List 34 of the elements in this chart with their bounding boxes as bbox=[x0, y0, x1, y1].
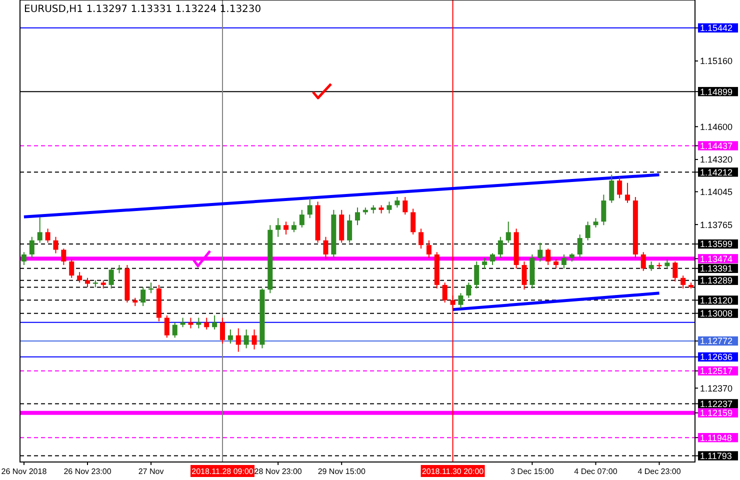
y-tick-label: 1.14437 bbox=[700, 140, 733, 151]
x-tick-label: 2018.11.30 20:00 bbox=[422, 467, 484, 476]
x-tick-label: 29 Nov 15:00 bbox=[318, 467, 366, 476]
y-tick-label: 1.15442 bbox=[700, 23, 733, 34]
x-tick-label: 26 Nov 2018 bbox=[1, 467, 48, 476]
y-tick-label: 1.12159 bbox=[700, 408, 733, 418]
x-tick-label: 26 Nov 23:00 bbox=[64, 467, 112, 476]
y-tick-label: 1.13391 bbox=[700, 264, 733, 274]
y-tick-label: 1.13289 bbox=[700, 276, 733, 286]
y-tick-label: 1.14600 bbox=[700, 122, 733, 132]
y-tick-label: 1.12237 bbox=[700, 398, 733, 409]
x-tick-label: 28 Nov 23:00 bbox=[254, 467, 302, 476]
x-tick-label: 4 Dec 23:00 bbox=[638, 467, 682, 476]
y-tick-label: 1.12772 bbox=[700, 336, 733, 346]
y-tick-label: 1.13474 bbox=[700, 254, 733, 264]
x-tick-label: 4 Dec 07:00 bbox=[574, 467, 618, 476]
y-tick-label: 1.12636 bbox=[700, 352, 733, 362]
x-tick-label: 2018.11.28 09:00 bbox=[192, 467, 254, 476]
y-tick-label: 1.12517 bbox=[700, 366, 733, 376]
x-tick-label: 27 Nov bbox=[138, 467, 164, 476]
y-tick-label: 1.13120 bbox=[700, 295, 733, 306]
y-tick-label: 1.11948 bbox=[700, 432, 732, 443]
y-tick-label: 1.14320 bbox=[700, 154, 733, 165]
y-tick-label: 1.13008 bbox=[700, 308, 733, 319]
y-tick-label: 1.14212 bbox=[700, 167, 733, 178]
y-tick-label: 1.11793 bbox=[700, 450, 732, 461]
x-tick-label: 3 Dec 15:00 bbox=[510, 467, 554, 476]
y-tick-label: 1.14899 bbox=[700, 86, 733, 97]
y-tick-label: 1.13599 bbox=[700, 239, 733, 250]
y-tick-label: 1.14045 bbox=[700, 186, 733, 197]
chart-title: EURUSD,H1 1.13297 1.13331 1.13224 1.13230 bbox=[24, 4, 262, 15]
y-tick-label: 1.15160 bbox=[700, 56, 733, 66]
y-tick-label: 1.13765 bbox=[700, 220, 733, 230]
y-tick-label: 1.12370 bbox=[700, 383, 733, 394]
